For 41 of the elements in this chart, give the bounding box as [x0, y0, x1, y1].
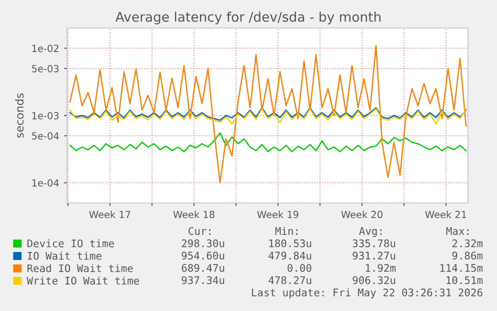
- line-series: [69, 107, 467, 121]
- x-tick-label: Week 20: [341, 210, 382, 218]
- text: Cur:: [188, 227, 210, 235]
- y-tick-label: 5e-03: [32, 64, 59, 72]
- x-tick-label: Week 19: [257, 210, 298, 218]
- text: 0.00: [288, 264, 312, 272]
- text: 479.84u: [268, 252, 312, 260]
- text: 298.30u: [182, 239, 224, 248]
- legend-label: Read IO Wait time: [27, 264, 133, 272]
- text: 114.15m: [440, 264, 483, 272]
- line-series: [69, 44, 467, 184]
- text: Last update: Fri May 22 03:26:31 2026: [252, 288, 482, 298]
- line-series: [69, 108, 467, 125]
- chart-title: Average latency for /dev/sda - by month: [115, 12, 381, 24]
- legend-label: IO Wait time: [28, 252, 102, 260]
- y-tick-label: 1e-02: [32, 44, 58, 52]
- text: 937.34u: [182, 276, 224, 284]
- text: 954.60u: [182, 252, 224, 260]
- text: 931.27u: [352, 252, 396, 260]
- x-tick-label: Week 17: [89, 210, 130, 218]
- text: 180.53u: [269, 239, 312, 248]
- y-tick-label: 5e-04: [32, 132, 59, 140]
- legend-label: Device IO time: [27, 239, 114, 248]
- text: 478.27u: [268, 276, 312, 284]
- y-tick-label: 1e-03: [32, 112, 59, 120]
- text: 335.78u: [352, 239, 396, 248]
- text: 906.32u: [352, 276, 396, 284]
- text: Min:: [275, 226, 298, 235]
- x-tick-label: Week 18: [173, 210, 214, 218]
- text: Max:: [446, 227, 468, 235]
- text: 9.86m: [452, 252, 483, 260]
- text: 689.47u: [182, 264, 224, 272]
- legend-label: Write IO Wait time: [26, 276, 140, 285]
- text: 2.32m: [452, 239, 483, 248]
- text: 10.51m: [446, 276, 483, 284]
- y-axis-title: seconds: [15, 93, 24, 138]
- text: 1.92m: [366, 264, 396, 272]
- text: Avg:: [359, 227, 382, 237]
- y-tick-label: 1e-04: [32, 179, 59, 187]
- x-tick-label: Week 21: [425, 210, 466, 218]
- line-series: [69, 132, 467, 152]
